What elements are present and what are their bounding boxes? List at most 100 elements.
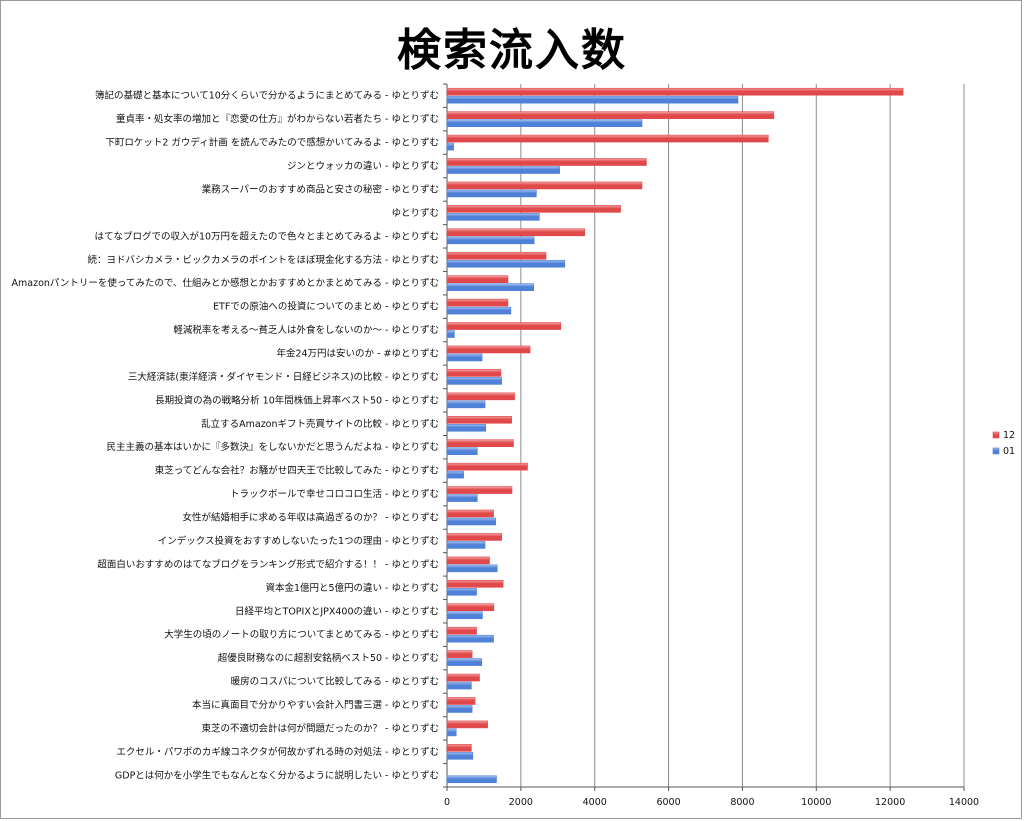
bar-12 <box>446 345 531 354</box>
category-label: 民主主義の基本はいかに『多数決』をしないかだと思うんだよね - ゆとりずむ <box>107 441 439 453</box>
bar-12 <box>446 228 586 237</box>
category-label: ゆとりずむ <box>391 208 439 219</box>
bar-01 <box>446 564 498 573</box>
category-label: 東芝の不適切会計は何が問題だったのか？ - ゆとりずむ <box>202 722 439 734</box>
bar-12 <box>446 486 513 494</box>
category-label: ETFでの原油への投資についてのまとめ - ゆとりずむ <box>213 301 439 313</box>
x-tick-label: 14000 <box>949 797 979 808</box>
bar-12 <box>446 462 528 471</box>
bar-12 <box>446 415 512 424</box>
bar-01 <box>446 517 497 526</box>
bar-01 <box>446 213 540 221</box>
category-label: 東芝ってどんな会社？お騒がせ四天王で比較してみた - ゆとりずむ <box>155 465 439 477</box>
bar-12 <box>446 369 502 377</box>
category-label: 女性が結婚相手に求める年収は高過ぎるのか？ - ゆとりずむ <box>183 512 439 524</box>
bar-01 <box>446 283 535 291</box>
bar-01 <box>446 259 566 268</box>
bar-12 <box>446 87 904 96</box>
bar-12 <box>446 697 476 705</box>
category-label: 大学生の頃のノートの取り方についてまとめてみる - ゆとりずむ <box>164 629 439 641</box>
category-label: 資本金1億円と5億円の違い - ゆとりずむ <box>265 582 439 594</box>
category-label: 日経平均とTOPIXとJPX400の違い - ゆとりずむ <box>235 605 439 617</box>
category-label: 軽減税率を考える〜貧乏人は外食をしないのか〜 - ゆとりずむ <box>173 324 439 336</box>
category-label: 業務スーパーのおすすめ商品と安さの秘密 - ゆとりずむ <box>202 183 439 195</box>
x-tick-label: 2000 <box>509 797 533 808</box>
legend-swatch-01 <box>992 447 1000 455</box>
category-label: インデックス投資をおすすめしないたった1つの理由 - ゆとりずむ <box>158 535 439 547</box>
bar-12 <box>446 533 502 541</box>
bar-12 <box>446 251 547 260</box>
bar-12 <box>446 322 562 330</box>
category-label: エクセル・パワポのカギ線コネクタが何故かずれる時の対処法 - ゆとりずむ <box>116 746 439 758</box>
bar-01 <box>446 494 478 502</box>
legend-label-12: 12 <box>1003 430 1015 441</box>
bar-01 <box>446 775 497 784</box>
bar-12 <box>446 556 490 565</box>
category-label: Amazonパントリーを使ってみたので、仕組みとか感想とかおすすめとかまとめてみ… <box>12 277 439 289</box>
legend-swatch-12 <box>992 431 1000 439</box>
bar-01 <box>446 541 486 549</box>
x-tick-label: 10000 <box>801 797 831 808</box>
category-label: 簿記の基礎と基本について10分くらいで分かるようにまとめてみる - ゆとりずむ <box>95 90 439 102</box>
bar-01 <box>446 728 457 737</box>
bar-01 <box>446 705 473 713</box>
bar-01 <box>446 400 486 409</box>
bar-01 <box>446 681 472 690</box>
bar-12 <box>446 720 488 729</box>
category-label: 長期投資の為の戦略分析 10年間株価上昇率ベスト50 - ゆとりずむ <box>155 394 439 406</box>
category-label: 三大経済誌(東洋経済・ダイヤモンド・日経ビジネス)の比較 - ゆとりずむ <box>128 371 439 383</box>
chart-title: 検索流入数 <box>397 25 627 76</box>
legend-label-01: 01 <box>1003 446 1015 457</box>
bar-12 <box>446 744 472 752</box>
bar-12 <box>446 298 509 307</box>
category-label: 本当に真面目で分かりやすい会計入門書三選 - ゆとりずむ <box>192 699 439 711</box>
category-label: はてなブログでの収入が10万円を超えたので色々とまとめてみるよ - ゆとりずむ <box>94 230 439 242</box>
bar-01 <box>446 189 537 198</box>
category-label: 乱立するAmazonギフト売買サイトの比較 - ゆとりずむ <box>201 418 439 430</box>
x-tick-label: 6000 <box>656 797 680 808</box>
x-tick-label: 8000 <box>730 797 754 808</box>
bar-01 <box>446 330 455 338</box>
bar-01 <box>446 658 483 666</box>
category-label: ジンとウォッカの違い - ゆとりずむ <box>287 160 439 172</box>
bar-01 <box>446 752 474 760</box>
bar-12 <box>446 626 477 635</box>
x-tick-label: 0 <box>444 797 450 808</box>
category-label: 続：ヨドバシカメラ・ビックカメラのポイントをほぼ現金化する方法 - ゆとりずむ <box>88 254 439 266</box>
category-label: 超面白いおすすめのはてなブログをランキング形式で紹介する！！ - ゆとりずむ <box>97 558 439 570</box>
category-label: 童貞率・処女率の増加と『恋愛の仕方』がわからない若者たち - ゆとりずむ <box>116 113 439 125</box>
bar-12 <box>446 392 515 401</box>
bar-01 <box>446 119 643 127</box>
category-label: 年金24万円は安いのか - #ゆとりずむ <box>276 347 439 359</box>
bar-12 <box>446 509 494 518</box>
bar-12 <box>446 111 775 119</box>
bar-12 <box>446 205 621 213</box>
bar-12 <box>446 181 643 190</box>
bar-01 <box>446 470 464 479</box>
category-label: 超優良財務なのに超割安銘柄ベスト50 - ゆとりずむ <box>218 652 439 664</box>
bar-01 <box>446 142 454 151</box>
bar-01 <box>446 306 512 315</box>
bar-12 <box>446 673 480 682</box>
bar-12 <box>446 439 514 448</box>
bar-01 <box>446 166 560 174</box>
bar-01 <box>446 377 502 385</box>
category-label: GDPとは何かを小学生でもなんとなく分かるように説明したい - ゆとりずむ <box>115 769 439 781</box>
bar-01 <box>446 634 494 643</box>
bar-12 <box>446 134 769 143</box>
bar-12 <box>446 650 473 658</box>
bar-01 <box>446 588 477 596</box>
bar-01 <box>446 447 478 456</box>
bar-01 <box>446 423 487 432</box>
bar-01 <box>446 236 535 245</box>
category-label: 暖房のコスパについて比較してみる - ゆとりずむ <box>231 676 439 688</box>
bar-01 <box>446 353 483 362</box>
bar-01 <box>446 611 483 620</box>
bar-12 <box>446 603 495 612</box>
bar-01 <box>446 95 739 104</box>
bar-12 <box>446 158 647 166</box>
bar-12 <box>446 275 509 283</box>
x-tick-label: 4000 <box>583 797 607 808</box>
